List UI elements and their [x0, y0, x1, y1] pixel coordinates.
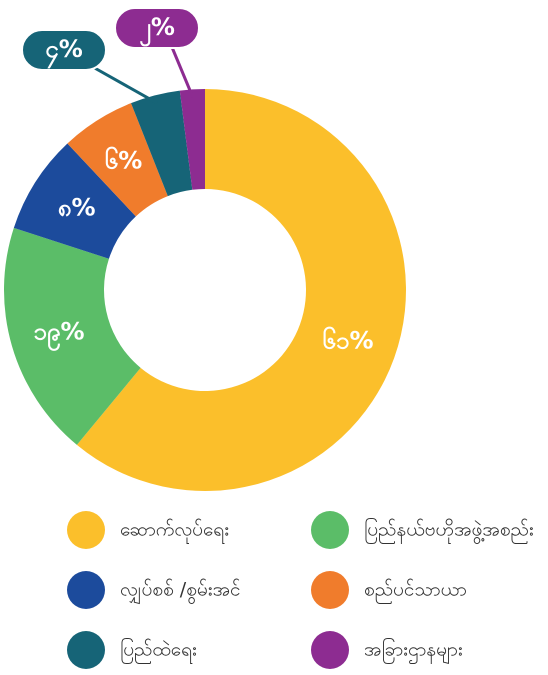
value-label: ၈% — [58, 194, 96, 222]
donut-segment — [131, 90, 193, 197]
value-badge — [21, 29, 107, 71]
legend-label: ပြည်နယ်ဗဟိုအဖွဲ့အစည်း — [364, 517, 534, 545]
legend-swatch — [67, 631, 105, 669]
donut-segment — [76, 89, 407, 491]
legend-swatch — [311, 571, 349, 609]
value-label: ၆၁% — [322, 325, 373, 354]
donut-segment — [13, 143, 136, 259]
donut-segment — [179, 89, 205, 190]
legend-label: အခြားဌာနများ — [364, 637, 463, 665]
leader-line — [167, 39, 195, 98]
value-label: ၆% — [105, 146, 143, 175]
legend-label: ဆောက်လုပ်ရေး — [120, 518, 229, 545]
legend-swatch — [67, 511, 105, 549]
donut-segment — [67, 103, 168, 217]
legend-label: လျှပ်စစ် /စွမ်းအင် — [120, 578, 241, 605]
legend-label: စည်ပင်သာယာ — [364, 578, 467, 605]
legend-label: ပြည်ထဲရေး — [120, 637, 197, 665]
legend-swatch — [311, 511, 349, 549]
donut-segment — [3, 227, 141, 445]
legend-swatch — [67, 571, 105, 609]
value-badge — [114, 7, 200, 49]
leader-line — [83, 60, 158, 105]
legend-swatch — [311, 631, 349, 669]
